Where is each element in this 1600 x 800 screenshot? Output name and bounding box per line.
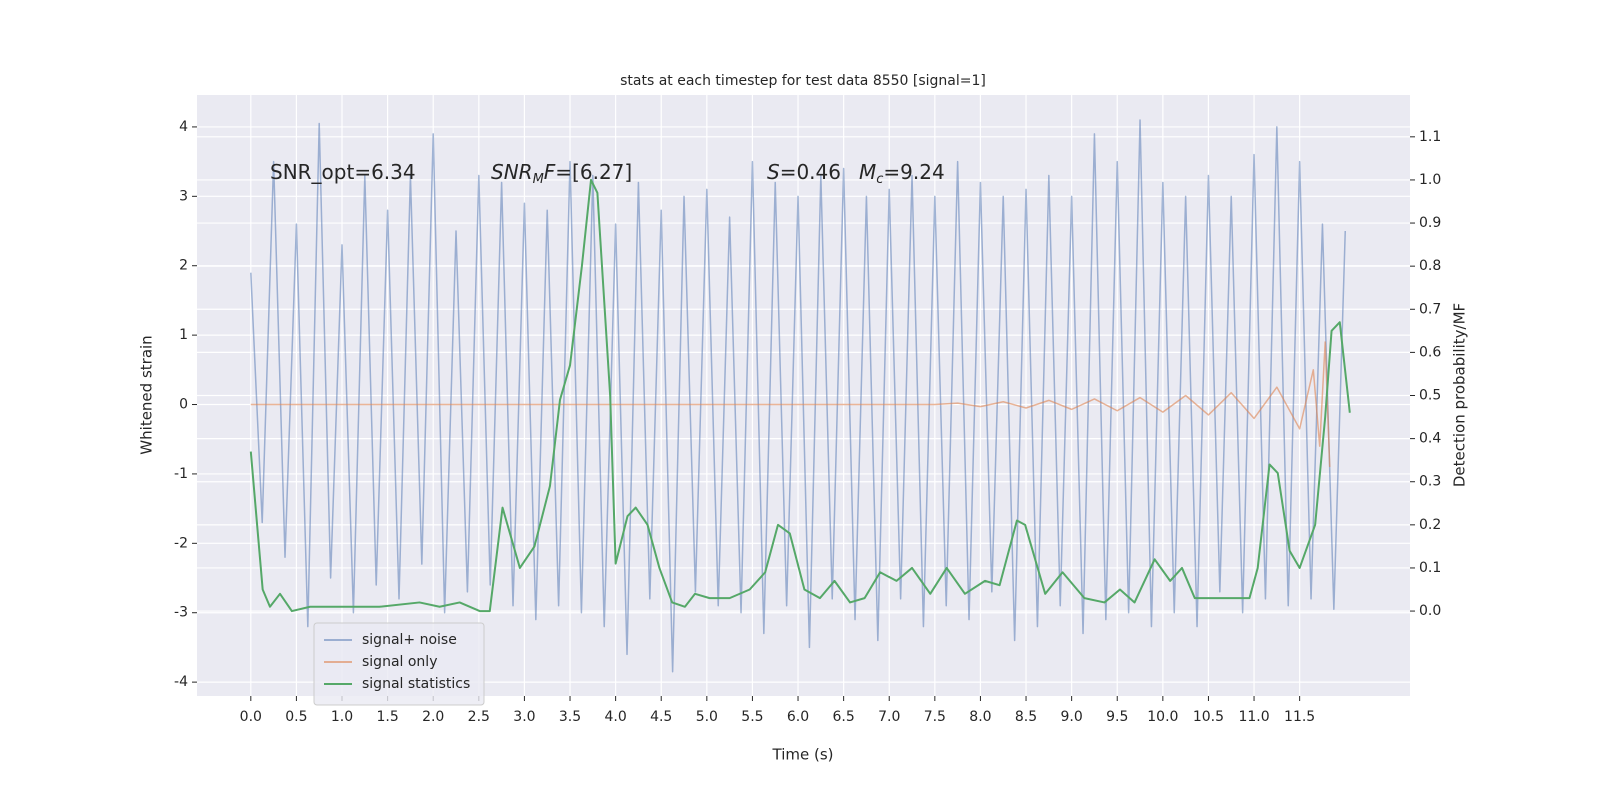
x-tick-label: 9.5 (1106, 709, 1128, 725)
y-tick-label: -3 (174, 605, 188, 621)
y-tick-label: -4 (174, 674, 188, 690)
annotation: S=0.46 (767, 160, 841, 184)
annotation: Mc=9.24 (859, 160, 945, 187)
y2-tick-label: 1.1 (1419, 129, 1441, 145)
y2-axis-label: Detection probability/MF (1451, 303, 1469, 487)
annotation-subscript: c (876, 172, 883, 187)
annotation-text: =9.24 (883, 160, 944, 184)
x-tick-label: 5.5 (741, 709, 763, 725)
y2-tick-label: 0.0 (1419, 603, 1441, 619)
x-tick-label: 6.5 (832, 709, 854, 725)
series-line (249, 178, 1351, 613)
y-tick-label: 0 (179, 397, 188, 413)
x-tick-label: 4.0 (604, 709, 626, 725)
x-tick-label: 2.0 (422, 709, 444, 725)
annotation: SNR_opt=6.34 (270, 160, 416, 184)
legend-label: signal+ noise (362, 632, 457, 648)
x-tick-label: 1.0 (331, 709, 353, 725)
x-tick-label: 9.0 (1061, 709, 1083, 725)
y2-tick-label: 0.3 (1419, 474, 1441, 490)
y2-tick-label: 0.9 (1419, 215, 1441, 231)
y-tick-label: 3 (179, 188, 188, 204)
annotation-subscript: M (533, 172, 544, 187)
annotation-text: S (767, 160, 780, 184)
annotation-text: =[6.27] (555, 160, 632, 184)
x-tick-label: 8.5 (1015, 709, 1037, 725)
x-tick-label: 11.5 (1284, 709, 1315, 725)
annotation-text: M (859, 160, 876, 184)
x-tick-label: 0.0 (240, 709, 262, 725)
x-tick-label: 5.0 (696, 709, 718, 725)
y2-tick-label: 0.8 (1419, 258, 1441, 274)
x-tick-label: 3.0 (513, 709, 535, 725)
x-tick-label: 11.0 (1238, 709, 1269, 725)
y-tick-label: 4 (179, 119, 188, 135)
x-tick-label: 4.5 (650, 709, 672, 725)
x-tick-label: 3.5 (559, 709, 581, 725)
y-tick-label: 2 (179, 258, 188, 274)
legend-box (313, 622, 485, 706)
annotation-text: SNR (491, 160, 533, 184)
x-tick-label: 10.5 (1193, 709, 1224, 725)
x-tick-label: 10.0 (1147, 709, 1178, 725)
annotation-text: =0.46 (780, 160, 841, 184)
y2-tick-label: 0.1 (1419, 560, 1441, 576)
y-axis-label: Whitened strain (138, 335, 156, 454)
series-line (250, 341, 1331, 468)
x-tick-label: 7.0 (878, 709, 900, 725)
y-tick-label: 1 (179, 327, 188, 343)
annotation: SNRMF=[6.27] (491, 160, 632, 187)
x-tick-label: 1.5 (376, 709, 398, 725)
x-tick-label: 0.5 (285, 709, 307, 725)
legend-label: signal only (362, 654, 437, 670)
y2-tick-label: 0.7 (1419, 301, 1441, 317)
x-axis-label: Time (s) (772, 746, 834, 764)
y2-tick-label: 0.4 (1419, 431, 1441, 447)
x-tick-label: 8.0 (969, 709, 991, 725)
x-tick-label: 7.5 (924, 709, 946, 725)
y2-tick-label: 0.6 (1419, 344, 1441, 360)
legend-label: signal statistics (362, 676, 470, 692)
y2-tick-label: 0.2 (1419, 517, 1441, 533)
y2-tick-label: 0.5 (1419, 388, 1441, 404)
annotation-text: F (544, 160, 556, 184)
annotation-text: SNR_opt=6.34 (270, 160, 416, 184)
series-line (250, 119, 1346, 673)
x-tick-label: 6.0 (787, 709, 809, 725)
x-tick-label: 2.5 (468, 709, 490, 725)
chart-title: stats at each timestep for test data 855… (620, 73, 986, 89)
y-tick-label: -2 (174, 535, 188, 551)
y2-tick-label: 1.0 (1419, 172, 1441, 188)
y-tick-label: -1 (174, 466, 188, 482)
